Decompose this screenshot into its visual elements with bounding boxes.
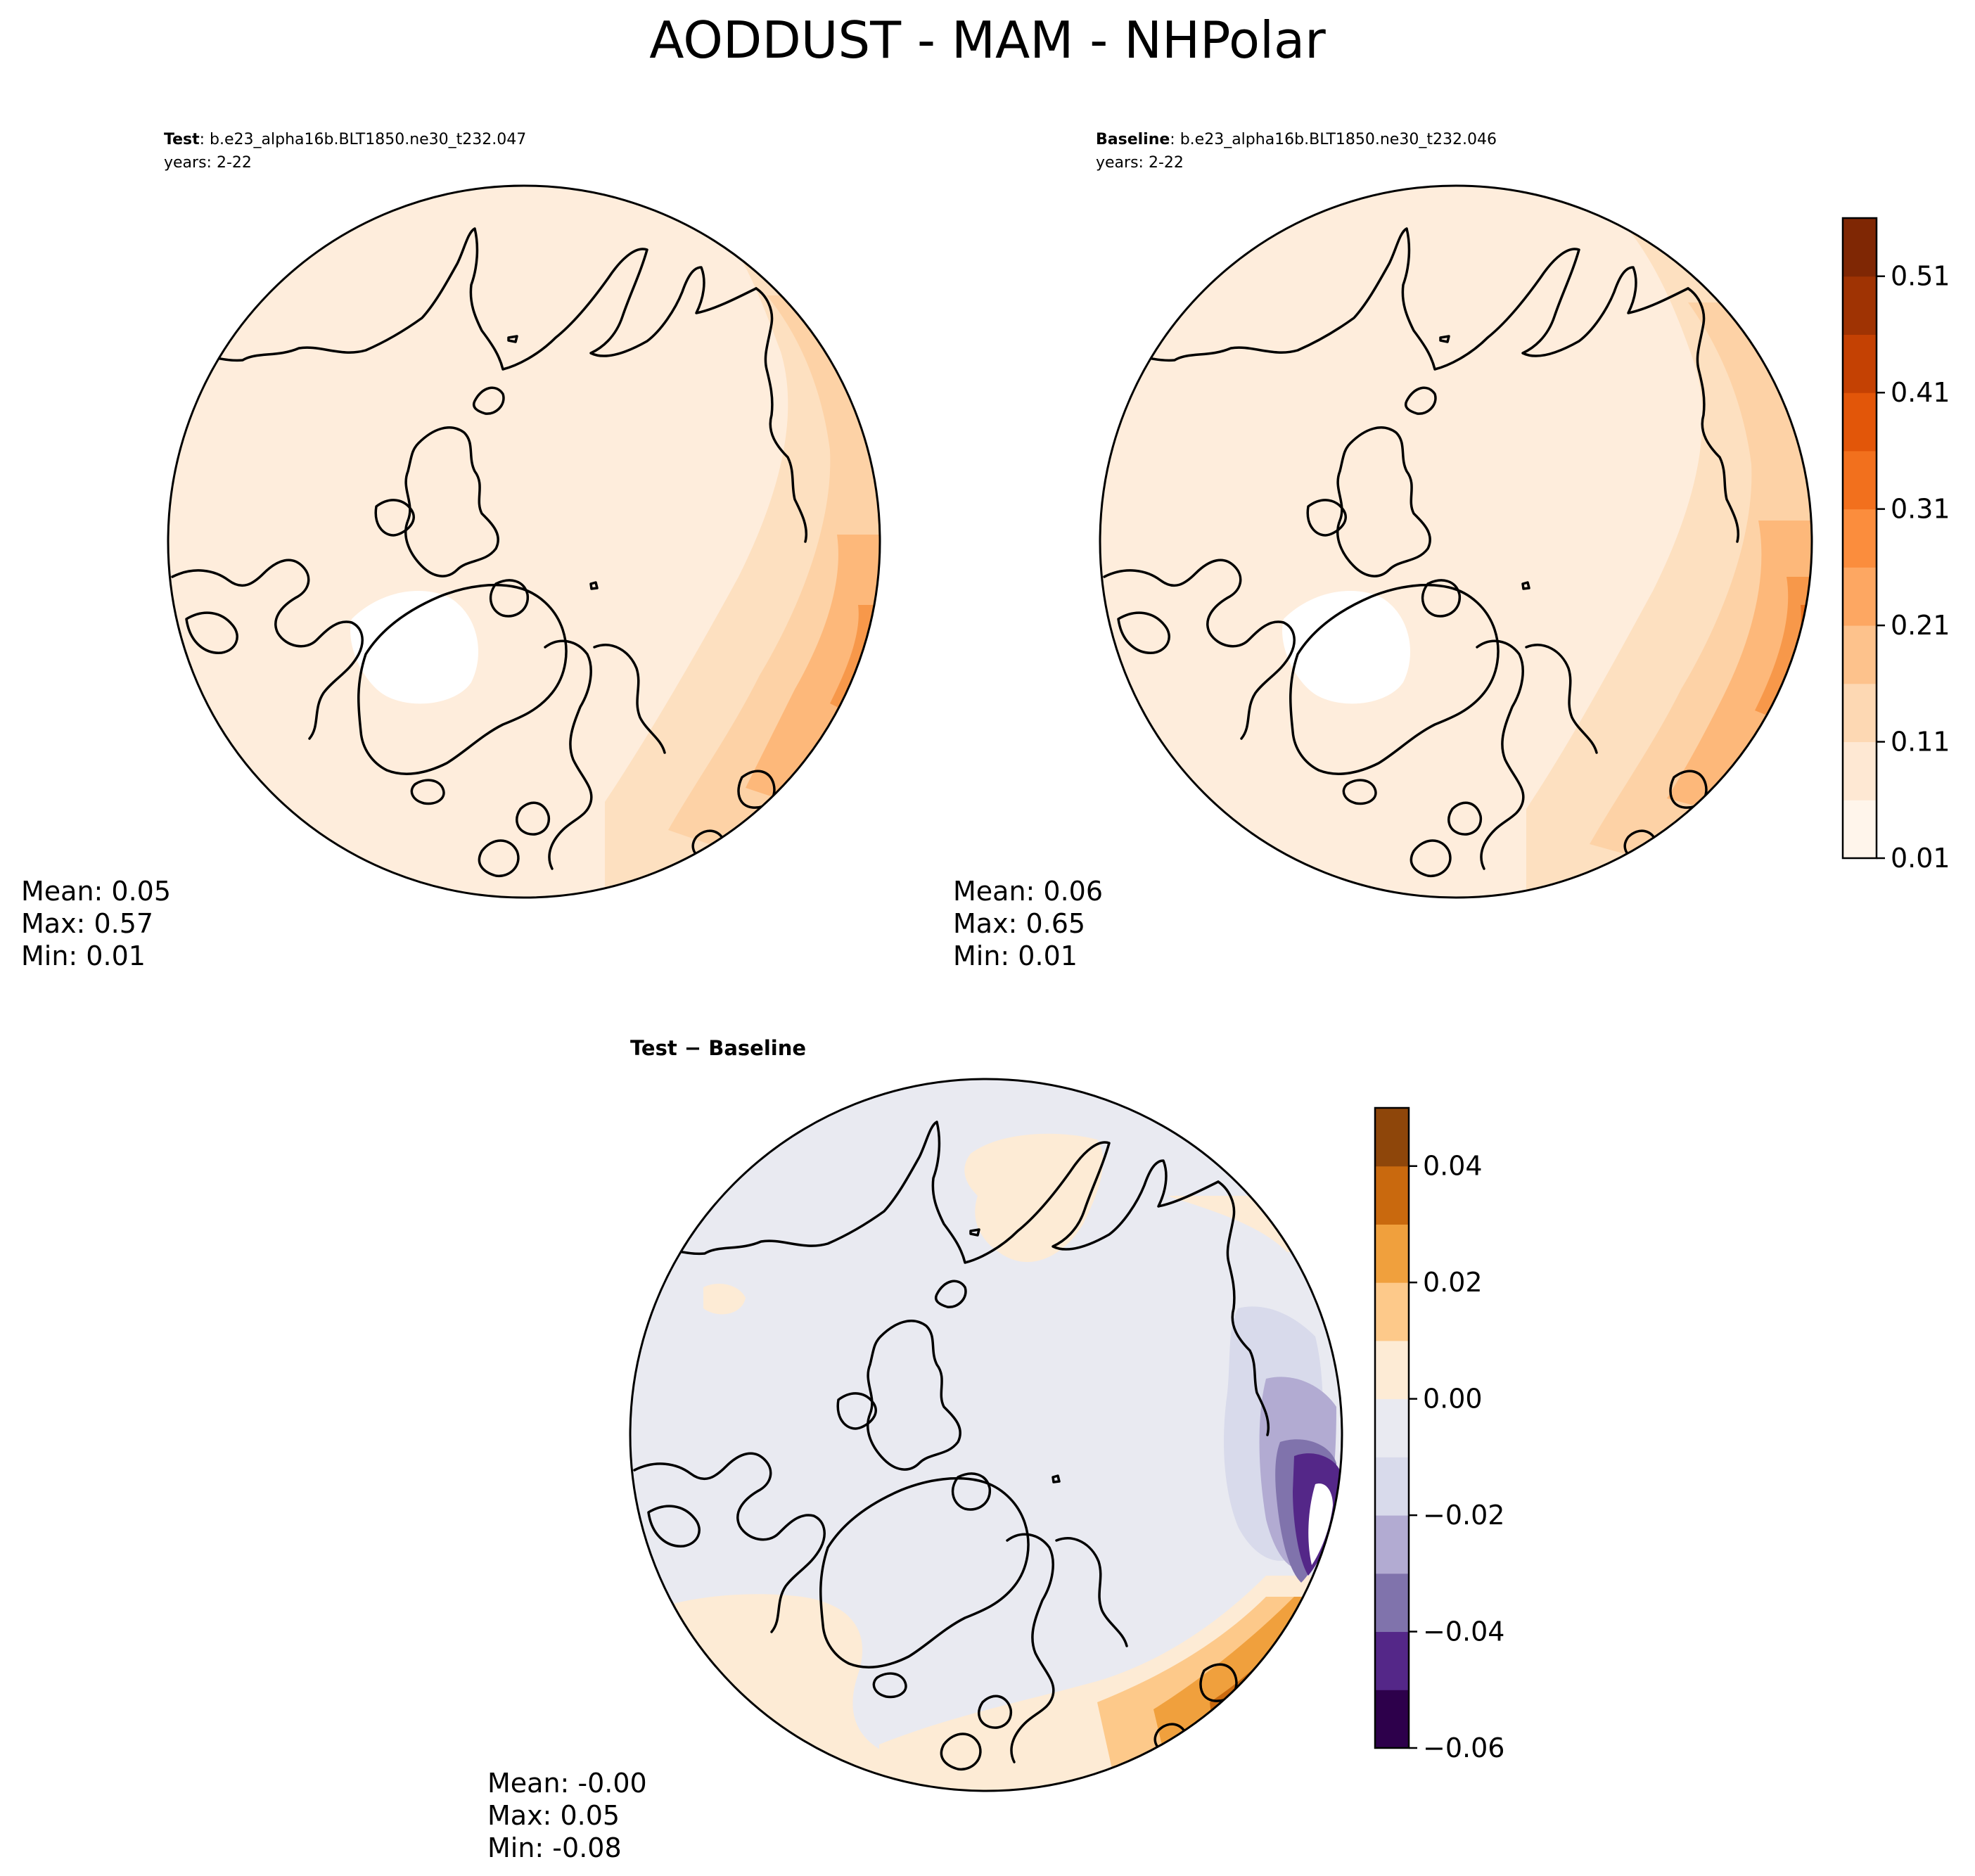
colorbar-main-segment <box>1843 276 1877 335</box>
test-header: Test: b.e23_alpha16b.BLT1850.ne30_t232.0… <box>164 131 526 148</box>
difference-mean: Mean: -0.00 <box>487 1768 647 1799</box>
colorbar-diff-tick-label: 0.04 <box>1423 1151 1483 1182</box>
colorbar-main-tick-label: 0.11 <box>1891 727 1950 758</box>
colorbar-main-segment <box>1843 393 1877 452</box>
difference-title: Test − Baseline <box>630 1036 806 1060</box>
colorbar-diff-segment <box>1375 1340 1409 1400</box>
colorbar-main-segment <box>1843 625 1877 684</box>
baseline-header: Baseline: b.e23_alpha16b.BLT1850.ne30_t2… <box>1096 131 1497 148</box>
panel-test: Test: b.e23_alpha16b.BLT1850.ne30_t232.0… <box>21 131 881 971</box>
colorbar-diff-segment <box>1375 1631 1409 1690</box>
baseline-mean: Mean: 0.06 <box>953 876 1103 907</box>
colorbar-diff-segment <box>1375 1108 1409 1167</box>
baseline-map-field <box>1100 186 1812 898</box>
test-label: Test <box>164 131 200 148</box>
test-map-border <box>167 184 881 899</box>
colorbar-diff-segment <box>1375 1515 1409 1574</box>
test-map-field <box>168 186 880 898</box>
colorbar-diff-segment <box>1375 1457 1409 1516</box>
colorbar-main-segment <box>1843 334 1877 393</box>
colorbar-main: 0.01 0.11 0.21 0.31 0.41 0.51 <box>1841 217 1950 874</box>
colorbar-diff-segment <box>1375 1573 1409 1633</box>
difference-map-border <box>629 1078 1343 1792</box>
colorbar-diff-segment <box>1375 1166 1409 1225</box>
panel-difference: Test − Baseline Mean: -0.00 Max: 0.05 Mi… <box>487 1036 1343 1863</box>
colorbar-main-segment <box>1843 567 1877 626</box>
colorbar-diff-tick-label: 0.02 <box>1423 1267 1483 1298</box>
test-mean: Mean: 0.05 <box>21 876 171 907</box>
difference-min: Min: -0.08 <box>487 1832 622 1863</box>
colorbar-diff-tick-label: −0.06 <box>1423 1733 1504 1763</box>
colorbar-diff-segment <box>1375 1690 1409 1749</box>
colorbar-main-tick-label: 0.31 <box>1891 494 1950 525</box>
test-max: Max: 0.57 <box>21 908 153 939</box>
colorbar-main-tick-label: 0.51 <box>1891 261 1950 292</box>
panel-baseline: Baseline: b.e23_alpha16b.BLT1850.ne30_t2… <box>953 131 1813 971</box>
colorbar-main-segment <box>1843 450 1877 510</box>
colorbar-diff-segment <box>1375 1398 1409 1457</box>
figure-title: AODDUST - MAM - NHPolar <box>649 11 1326 70</box>
colorbar-main-tick-label: 0.21 <box>1891 610 1950 641</box>
colorbar-main-segment <box>1843 800 1877 859</box>
colorbar-diff-segment <box>1375 1282 1409 1341</box>
baseline-min: Min: 0.01 <box>953 940 1078 971</box>
colorbar-diff-tick-label: −0.02 <box>1423 1500 1504 1531</box>
baseline-map-border <box>1099 184 1813 899</box>
colorbar-diff: −0.06 −0.04 −0.02 0.00 0.02 0.04 <box>1374 1106 1504 1763</box>
test-case-name: : b.e23_alpha16b.BLT1850.ne30_t232.047 <box>200 131 527 148</box>
difference-map-field <box>630 1079 1342 1791</box>
colorbar-main-segment <box>1843 509 1877 568</box>
difference-max: Max: 0.05 <box>487 1800 620 1831</box>
colorbar-diff-segment <box>1375 1224 1409 1283</box>
colorbar-main-border <box>1841 217 1878 860</box>
baseline-years: years: 2-22 <box>1096 154 1184 172</box>
colorbar-diff-tick-label: −0.04 <box>1423 1616 1504 1647</box>
test-years: years: 2-22 <box>164 154 252 172</box>
colorbar-main-segment <box>1843 741 1877 800</box>
baseline-case-name: : b.e23_alpha16b.BLT1850.ne30_t232.046 <box>1170 131 1497 148</box>
colorbar-main-segment <box>1843 683 1877 743</box>
baseline-max: Max: 0.65 <box>953 908 1085 939</box>
colorbar-main-tick-label: 0.01 <box>1891 843 1950 874</box>
colorbar-diff-border <box>1374 1106 1410 1749</box>
colorbar-main-tick-label: 0.41 <box>1891 377 1950 408</box>
test-min: Min: 0.01 <box>21 940 146 971</box>
baseline-label: Baseline <box>1096 131 1170 148</box>
colorbar-diff-tick-label: 0.00 <box>1423 1384 1483 1415</box>
colorbar-main-segment <box>1843 218 1877 277</box>
